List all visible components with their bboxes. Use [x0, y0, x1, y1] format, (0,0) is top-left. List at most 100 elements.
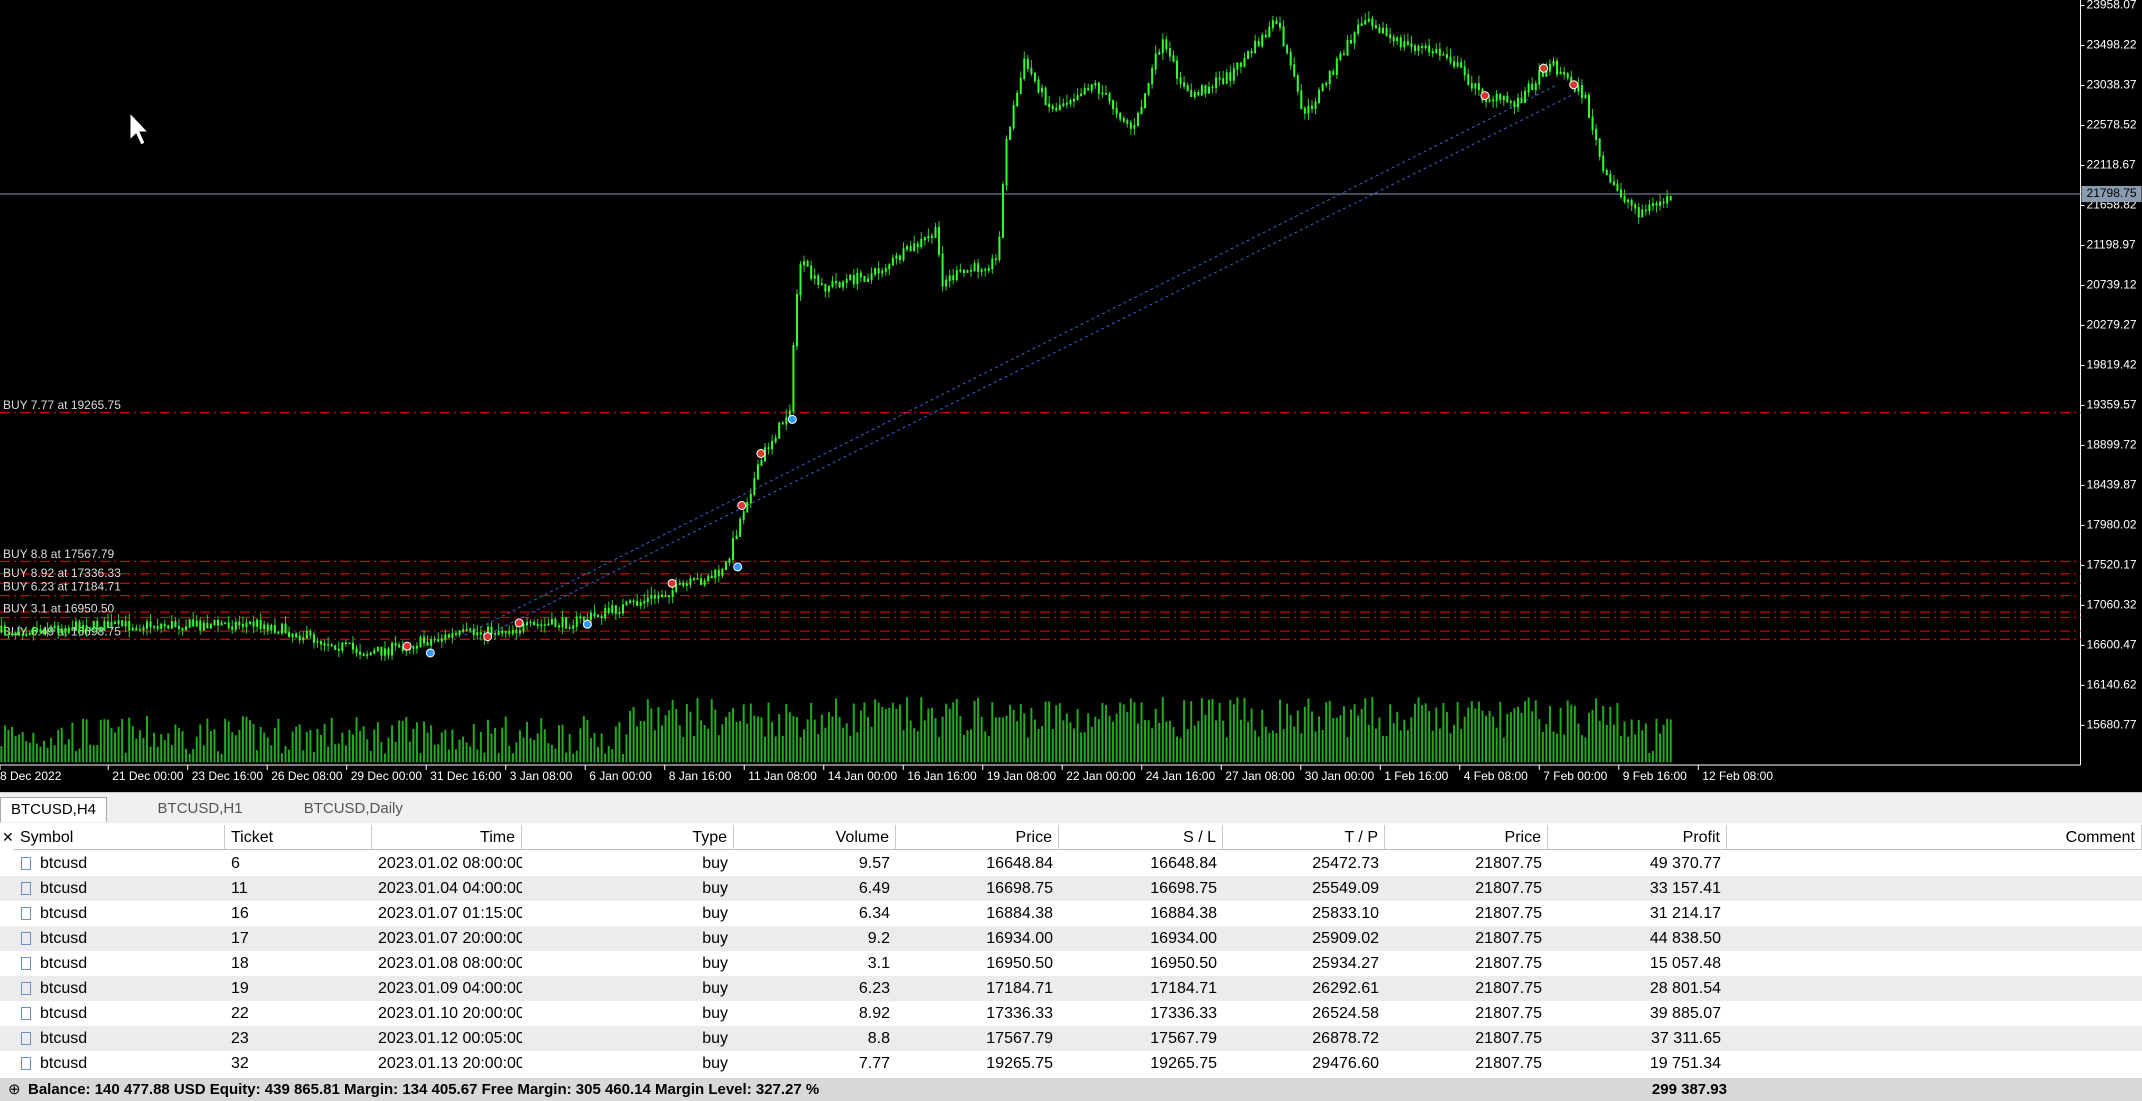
table-cell: 49 370.77: [1649, 855, 1721, 872]
table-cell: 17567.79: [986, 1030, 1053, 1047]
table-row[interactable]: [0, 976, 2142, 1001]
time-tick-label: 12 Feb 08:00: [1702, 769, 1773, 783]
position-icon: [21, 857, 31, 870]
column-header: Profit: [1548, 825, 1727, 850]
table-cell: 16648.84: [1150, 855, 1217, 872]
trade-marker: [483, 632, 493, 642]
position-icon: [21, 957, 31, 970]
table-cell: 6: [231, 855, 240, 872]
current-price-label: 21798.75: [2087, 186, 2137, 200]
chart-tabs: BTCUSD,H4 BTCUSD,H1 BTCUSD,Daily: [0, 792, 2142, 823]
trade-marker: [667, 578, 677, 588]
table-row[interactable]: [0, 1051, 2142, 1076]
table-cell: 6.23: [858, 980, 890, 997]
chart-tab[interactable]: BTCUSD,Daily: [303, 800, 403, 817]
column-header: Type: [522, 825, 734, 850]
trade-marker: [582, 619, 592, 629]
table-row[interactable]: [0, 951, 2142, 976]
table-row[interactable]: [0, 901, 2142, 926]
time-tick-label: 14 Jan 00:00: [828, 769, 898, 783]
table-cell: 2023.01.10 20:00:00: [378, 1005, 522, 1022]
table-cell: 2023.01.13 20:00:00: [378, 1055, 522, 1072]
table-row[interactable]: [0, 1001, 2142, 1026]
table-cell: 9.2: [867, 930, 890, 947]
table-cell: 16: [231, 905, 249, 922]
order-label: BUY 3.1 at 16950.50: [3, 601, 115, 615]
table-cell: 21807.75: [1475, 1055, 1542, 1072]
table-cell: 3.1: [867, 955, 890, 972]
table-cell: 25472.73: [1312, 855, 1379, 872]
table-cell: 21807.75: [1475, 905, 1542, 922]
close-button[interactable]: ✕: [2, 829, 14, 845]
table-cell: 21807.75: [1475, 955, 1542, 972]
trade-marker: [1480, 91, 1490, 101]
table-cell: 21807.75: [1475, 980, 1542, 997]
table-cell: 17336.33: [1150, 1005, 1217, 1022]
table-cell: 7.77: [858, 1055, 890, 1072]
table-cell: btcusd: [40, 855, 88, 872]
expand-icon[interactable]: ⊕: [8, 1081, 21, 1098]
table-cell: 25833.10: [1312, 905, 1379, 922]
price-tick-label: 16600.47: [2087, 638, 2137, 652]
table-cell: buy: [702, 905, 728, 922]
table-cell: btcusd: [40, 1005, 88, 1022]
position-icon: [21, 982, 31, 995]
price-tick-label: 17980.02: [2087, 518, 2137, 532]
table-cell: btcusd: [40, 880, 88, 897]
column-header: Symbol: [14, 825, 225, 850]
table-cell: 16698.75: [1150, 880, 1217, 897]
table-row[interactable]: [0, 851, 2142, 876]
time-tick-label: 26 Dec 08:00: [271, 769, 343, 783]
trade-marker: [1569, 80, 1579, 90]
time-tick-label: 8 Dec 2022: [0, 769, 62, 783]
price-tick-label: 23038.37: [2087, 78, 2137, 92]
column-header: Volume: [734, 825, 896, 850]
chart-tab[interactable]: BTCUSD,H4: [0, 797, 108, 822]
table-row[interactable]: [0, 926, 2142, 951]
table-cell: buy: [702, 1005, 728, 1022]
table-cell: 16698.75: [986, 880, 1053, 897]
table-cell: buy: [702, 930, 728, 947]
table-cell: 26524.58: [1312, 1005, 1379, 1022]
table-row[interactable]: [0, 876, 2142, 901]
table-cell: btcusd: [40, 980, 88, 997]
table-cell: 15 057.48: [1649, 955, 1721, 972]
column-header: Price: [1385, 825, 1548, 850]
table-cell: buy: [702, 855, 728, 872]
column-header: Comment: [1727, 825, 2142, 850]
table-cell: 2023.01.04 04:00:00: [378, 880, 522, 897]
trade-marker: [756, 449, 766, 459]
price-tick-label: 22118.67: [2087, 158, 2136, 172]
table-cell: 26878.72: [1312, 1030, 1379, 1047]
table-cell: 16934.00: [986, 930, 1053, 947]
table-cell: 9.57: [858, 855, 890, 872]
table-row[interactable]: [0, 1026, 2142, 1051]
price-tick-label: 23958.07: [2087, 0, 2137, 12]
table-cell: 37 311.65: [1651, 1030, 1721, 1047]
position-icon: [21, 882, 31, 895]
column-header: S / L: [1059, 825, 1223, 850]
trade-marker: [402, 641, 412, 651]
table-cell: 21807.75: [1475, 930, 1542, 947]
table-cell: 25909.02: [1312, 930, 1379, 947]
table-cell: 32: [231, 1055, 249, 1072]
table-cell: 18: [231, 955, 249, 972]
time-tick-label: 8 Jan 16:00: [669, 769, 732, 783]
position-icon: [21, 1007, 31, 1020]
price-tick-label: 17060.32: [2087, 598, 2137, 612]
time-tick-label: 31 Dec 16:00: [430, 769, 502, 783]
price-tick-label: 23498.22: [2087, 38, 2137, 52]
order-label: BUY 8.8 at 17567.79: [3, 547, 115, 561]
price-tick-label: 17520.17: [2087, 558, 2137, 572]
chart-tab[interactable]: BTCUSD,H1: [157, 800, 243, 817]
table-cell: 39 885.07: [1649, 1005, 1721, 1022]
price-chart: 23958.07 23498.22 23038.37 22578.52 22118.67…: [0, 0, 2142, 792]
table-cell: 19265.75: [1150, 1055, 1217, 1072]
table-cell: 21807.75: [1475, 855, 1542, 872]
trade-marker: [1539, 63, 1549, 73]
time-tick-label: 1 Feb 16:00: [1384, 769, 1448, 783]
table-cell: 25934.27: [1312, 955, 1379, 972]
time-tick-label: 16 Jan 16:00: [907, 769, 977, 783]
table-cell: btcusd: [40, 930, 88, 947]
